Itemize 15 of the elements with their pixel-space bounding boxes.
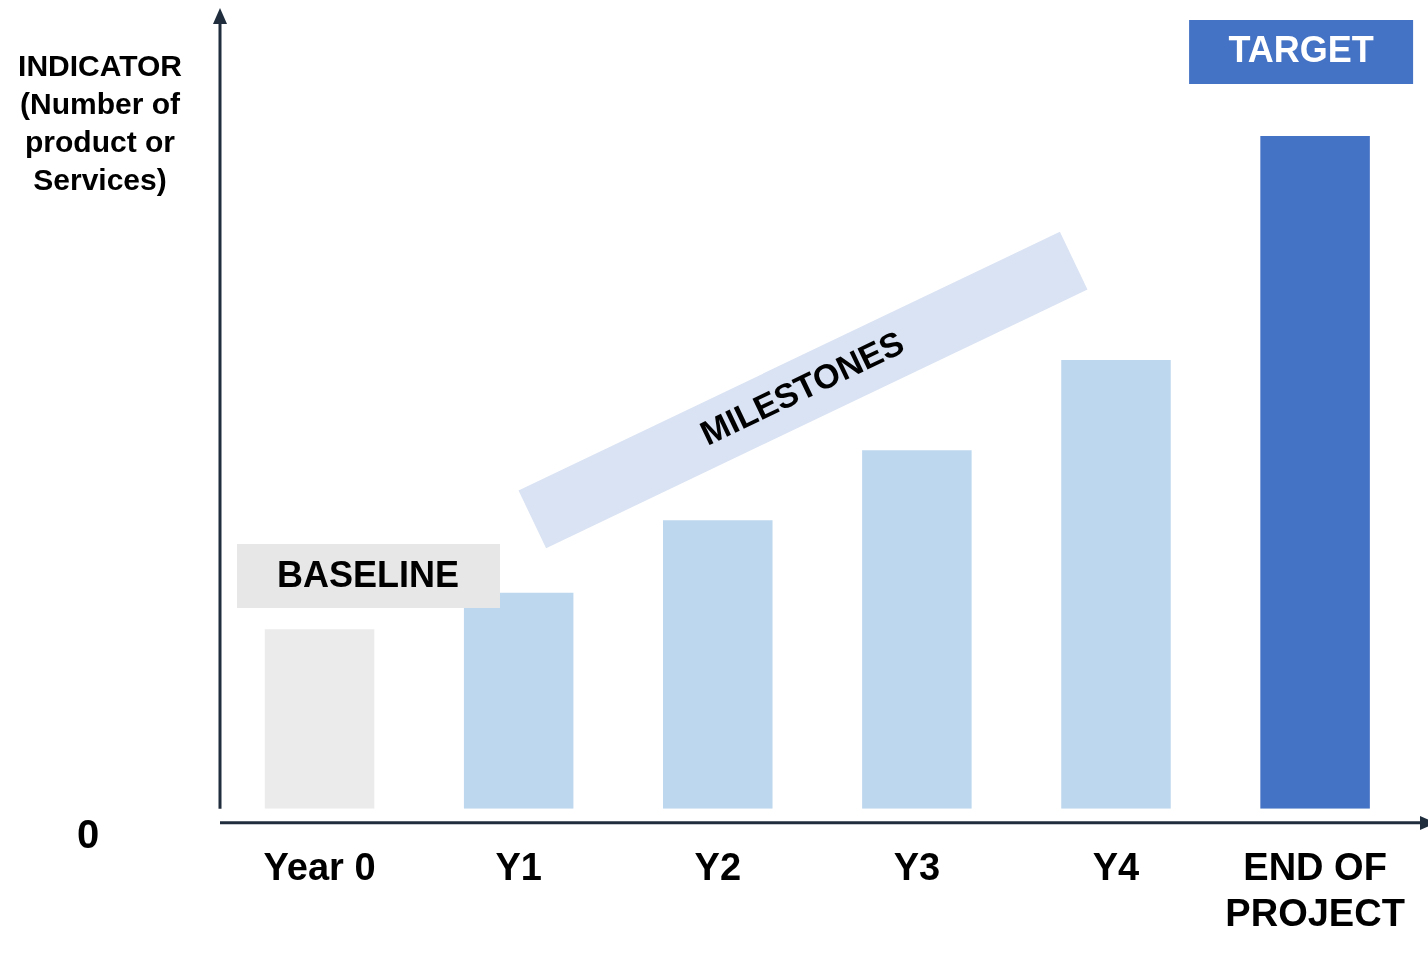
- bar: [1260, 136, 1370, 809]
- x-tick-label: Y4: [1092, 846, 1140, 889]
- bar: [862, 450, 972, 809]
- x-tick-label: Y1: [495, 846, 542, 889]
- bar: [1061, 360, 1171, 809]
- text: TARGET: [1228, 28, 1374, 70]
- bar: [463, 592, 574, 809]
- y-axis-title: INDICATOR (Number of product or Services): [18, 49, 183, 197]
- x-tick-label: END OF PROJECT: [1225, 846, 1405, 934]
- bar: [663, 520, 773, 809]
- x-tick-label: Y3: [893, 846, 941, 889]
- x-tick-label: Y2: [694, 846, 742, 889]
- annotation: BASELINE: [276, 553, 460, 595]
- text: 0: [76, 811, 100, 856]
- x-tick-label: Year 0: [263, 846, 376, 889]
